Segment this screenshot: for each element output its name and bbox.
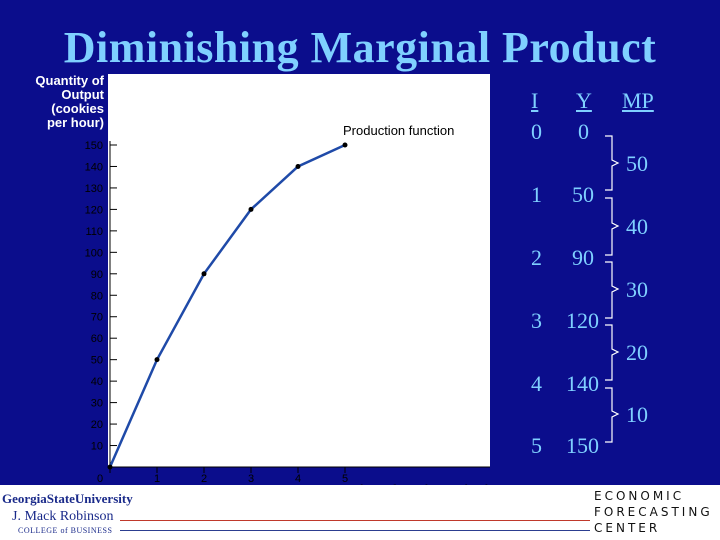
gsu-logo-line: J. Mack Robinson xyxy=(12,509,114,524)
y-tick-label: 40 xyxy=(91,376,103,388)
y-tick-label: 70 xyxy=(91,312,103,324)
y-tick-label: 30 xyxy=(91,398,103,410)
y-tick-label: 50 xyxy=(91,355,103,367)
x-tick-label: 3 xyxy=(248,473,254,485)
data-point xyxy=(342,142,348,148)
footer-divider xyxy=(120,520,590,521)
table-cell-y: 50 xyxy=(572,182,594,207)
bracket-icon xyxy=(605,197,620,256)
bracket-icon xyxy=(605,387,620,443)
efc-logo-line: ECONOMIC xyxy=(594,489,685,503)
gsu-logo: GeorgiaStateUniversity J. Mack Robinson … xyxy=(0,487,133,540)
y-axis-label-line: per hour) xyxy=(46,115,104,130)
y-tick-label: 120 xyxy=(85,204,103,216)
table-cell-i: 5 xyxy=(531,433,542,458)
y-tick-label: 10 xyxy=(91,441,103,453)
table-cell-i: 0 xyxy=(531,119,542,144)
data-point xyxy=(154,357,160,363)
y-tick-label: 150 xyxy=(85,140,103,152)
table-header-i: I xyxy=(531,88,539,113)
bracket-icon xyxy=(605,324,620,381)
table-cell-y: 140 xyxy=(566,371,599,396)
x-tick-label: 5 xyxy=(342,473,348,485)
data-point xyxy=(248,206,254,212)
annotation-production-function: Production function xyxy=(343,123,454,138)
table-cell-i: 1 xyxy=(531,182,542,207)
data-point xyxy=(107,464,113,470)
table-cell-i: 2 xyxy=(531,245,542,270)
x-tick-label: 4 xyxy=(295,473,301,485)
bracket-icon xyxy=(605,261,620,319)
y-axis-label-line: (cookies xyxy=(51,101,104,116)
gsu-logo-line: GeorgiaStateUniversity xyxy=(2,491,133,506)
table-cell-y: 90 xyxy=(572,245,594,270)
y-tick-label: 90 xyxy=(91,269,103,281)
y-axis-label-line: Output xyxy=(61,87,104,102)
table-cell-i: 3 xyxy=(531,308,542,333)
x-tick-label: 2 xyxy=(201,473,207,485)
plot-area xyxy=(108,74,490,467)
y-tick-label: 80 xyxy=(91,290,103,302)
x-tick-label: 0 xyxy=(97,473,103,485)
table-cell-mp: 50 xyxy=(626,151,648,176)
production-function-line xyxy=(108,143,346,468)
table-cell-i: 4 xyxy=(531,371,542,396)
table-cell-y: 120 xyxy=(566,308,599,333)
table-cell-mp: 40 xyxy=(626,214,648,239)
efc-logo-line: CENTER xyxy=(594,521,661,535)
table-header-mp: MP xyxy=(622,88,654,113)
y-axis-label-line: Quantity of xyxy=(35,73,104,88)
table-cell-mp: 20 xyxy=(626,340,648,365)
y-tick-label: 60 xyxy=(91,333,103,345)
y-tick-label: 110 xyxy=(85,226,103,238)
gsu-logo-line: COLLEGE of BUSINESS xyxy=(18,526,113,535)
y-tick-label: 130 xyxy=(85,183,103,195)
data-point xyxy=(295,163,301,169)
x-tick-label: 1 xyxy=(154,473,160,485)
slide-title: Diminishing Marginal Product xyxy=(63,23,657,72)
y-tick-label: 140 xyxy=(85,161,103,173)
efc-logo: ECONOMIC FORECASTING CENTER xyxy=(594,488,718,538)
y-tick-label: 100 xyxy=(85,247,103,259)
y-axis-label: Quantity of Output (cookies per hour) xyxy=(18,74,104,130)
data-point xyxy=(201,271,207,277)
efc-logo-line: FORECASTING xyxy=(594,505,713,519)
table-cell-y: 0 xyxy=(578,119,589,144)
bracket-icon xyxy=(605,135,620,191)
table-cell-y: 150 xyxy=(566,433,599,458)
table-cell-mp: 30 xyxy=(626,277,648,302)
footer-divider xyxy=(120,530,590,531)
table-header-y: Y xyxy=(576,88,592,113)
table-cell-mp: 10 xyxy=(626,402,648,427)
y-tick-label: 20 xyxy=(91,419,103,431)
